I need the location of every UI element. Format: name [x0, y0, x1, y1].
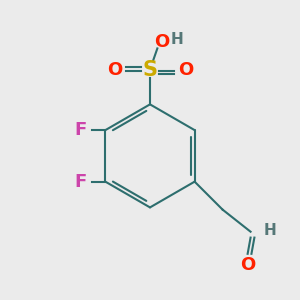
Text: H: H: [170, 32, 183, 47]
Text: O: O: [178, 61, 193, 80]
Text: S: S: [142, 61, 158, 80]
Text: H: H: [263, 223, 276, 238]
Text: F: F: [75, 173, 87, 191]
Text: F: F: [75, 121, 87, 139]
Text: O: O: [240, 256, 255, 274]
Text: O: O: [154, 33, 170, 51]
Text: O: O: [107, 61, 122, 80]
